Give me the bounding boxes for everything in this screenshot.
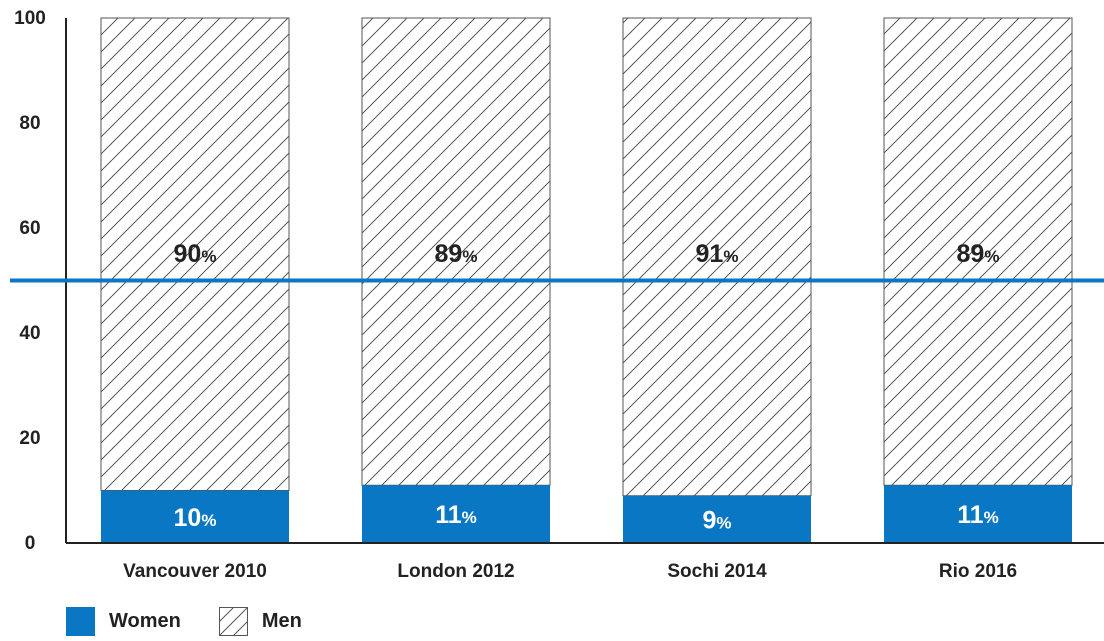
y-tick-label-0: 0 bbox=[25, 533, 36, 554]
value-label-women-suffix: % bbox=[201, 511, 216, 530]
bars-layer bbox=[100, 17, 1073, 543]
value-label-women-number: 9 bbox=[702, 506, 716, 534]
legend-swatch-women bbox=[66, 606, 95, 636]
value-label-men-number: 89 bbox=[957, 240, 985, 268]
value-label-women-sochi-2014: 9% bbox=[702, 506, 731, 534]
value-label-women-vancouver-2010: 10% bbox=[174, 504, 217, 532]
value-label-men-sochi-2014: 91% bbox=[696, 240, 739, 268]
value-label-men-suffix: % bbox=[984, 247, 999, 266]
value-label-men-suffix: % bbox=[723, 247, 738, 266]
value-label-women-number: 10 bbox=[174, 504, 202, 532]
value-label-women-suffix: % bbox=[984, 508, 999, 527]
bar-men-vancouver-2010 bbox=[100, 17, 290, 491]
value-label-men-rio-2016: 89% bbox=[957, 240, 1000, 268]
bar-women-rio-2016 bbox=[884, 485, 1072, 543]
bar-women-london-2012 bbox=[362, 485, 550, 543]
value-label-women-suffix: % bbox=[462, 508, 477, 527]
x-tick-label-london-2012: London 2012 bbox=[397, 561, 514, 582]
x-tick-label-sochi-2014: Sochi 2014 bbox=[667, 561, 767, 582]
legend-label-men: Men bbox=[261, 609, 302, 632]
bar-women-sochi-2014 bbox=[623, 495, 811, 543]
x-tick-label-rio-2016: Rio 2016 bbox=[939, 561, 1017, 582]
axes-layer: Vancouver 2010 London 2012 Sochi 2014 Rio 2… bbox=[10, 8, 1104, 582]
stacked-bar-chart: 90%10%89%11%91%9%89%11% Vancouver 2010 Lo… bbox=[10, 8, 1104, 582]
y-tick-label-40: 40 bbox=[19, 323, 40, 344]
value-label-women-rio-2016: 11% bbox=[957, 501, 999, 529]
legend-swatch-men bbox=[218, 606, 248, 636]
y-tick-label-60: 60 bbox=[19, 218, 40, 239]
value-label-women-suffix: % bbox=[716, 513, 731, 532]
y-tick-label-20: 20 bbox=[19, 428, 40, 449]
value-label-men-number: 89 bbox=[435, 240, 463, 268]
y-tick-label-100: 100 bbox=[14, 8, 46, 29]
value-label-men-suffix: % bbox=[201, 247, 216, 266]
value-label-men-number: 91 bbox=[696, 240, 724, 268]
y-tick-label-80: 80 bbox=[19, 113, 40, 134]
value-label-women-number: 11 bbox=[435, 501, 462, 529]
value-labels-layer: 90%10%89%11%91%9%89%11% bbox=[174, 240, 1000, 534]
value-label-men-suffix: % bbox=[462, 247, 477, 266]
value-label-women-number: 11 bbox=[957, 501, 984, 529]
bar-men-sochi-2014 bbox=[622, 17, 812, 497]
x-tick-label-vancouver-2010: Vancouver 2010 bbox=[123, 561, 267, 582]
bar-men-london-2012 bbox=[361, 17, 551, 486]
legend-label-women: Women bbox=[109, 609, 181, 632]
value-label-men-london-2012: 89% bbox=[435, 240, 478, 268]
value-label-women-london-2012: 11% bbox=[435, 501, 477, 529]
value-label-men-vancouver-2010: 90% bbox=[174, 240, 217, 268]
legend-item-men: Men bbox=[218, 606, 302, 636]
legend-item-women: Women bbox=[66, 606, 181, 636]
bar-women-vancouver-2010 bbox=[101, 490, 289, 543]
bar-men-rio-2016 bbox=[883, 17, 1073, 486]
value-label-men-number: 90 bbox=[174, 240, 202, 268]
legend: Women Men bbox=[66, 606, 340, 636]
